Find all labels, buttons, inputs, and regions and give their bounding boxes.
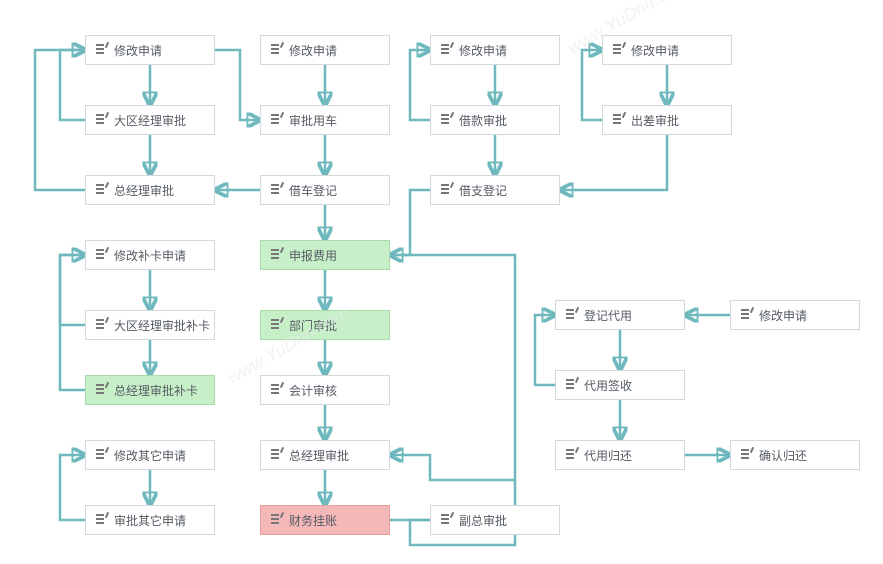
- form-icon: [271, 249, 283, 261]
- node-label: 大区经理审批补卡: [114, 317, 210, 334]
- form-icon: [441, 514, 453, 526]
- form-icon: [96, 319, 108, 331]
- node-label: 代用归还: [584, 447, 632, 464]
- node-n_g1[interactable]: 申报费用: [260, 240, 390, 270]
- node-n_b2[interactable]: 审批用车: [260, 105, 390, 135]
- node-n_g5[interactable]: 财务挂账: [260, 505, 390, 535]
- form-icon: [271, 184, 283, 196]
- node-n_h3[interactable]: 代用归还: [555, 440, 685, 470]
- form-icon: [613, 44, 625, 56]
- edge: [560, 135, 667, 190]
- node-n_b1[interactable]: 修改申请: [260, 35, 390, 65]
- node-label: 借款审批: [459, 112, 507, 129]
- node-label: 确认归还: [759, 447, 807, 464]
- node-label: 总经理审批补卡: [114, 382, 198, 399]
- node-n_h4[interactable]: 确认归还: [730, 440, 860, 470]
- node-label: 副总审批: [459, 512, 507, 529]
- node-label: 借车登记: [289, 182, 337, 199]
- node-label: 代用签收: [584, 377, 632, 394]
- node-label: 申报费用: [289, 247, 337, 264]
- node-label: 审批用车: [289, 112, 337, 129]
- edge: [535, 315, 555, 385]
- node-n_e3[interactable]: 总经理审批补卡: [85, 375, 215, 405]
- form-icon: [96, 249, 108, 261]
- node-n_h2[interactable]: 代用签收: [555, 370, 685, 400]
- node-label: 总经理审批: [114, 182, 174, 199]
- node-n_e2[interactable]: 大区经理审批补卡: [85, 310, 215, 340]
- node-n_g6[interactable]: 副总审批: [430, 505, 560, 535]
- node-n_g4[interactable]: 总经理审批: [260, 440, 390, 470]
- node-label: 修改其它申请: [114, 447, 186, 464]
- form-icon: [271, 114, 283, 126]
- form-icon: [741, 309, 753, 321]
- edge: [35, 50, 85, 190]
- form-icon: [271, 384, 283, 396]
- node-n_f2[interactable]: 审批其它申请: [85, 505, 215, 535]
- form-icon: [96, 449, 108, 461]
- edge: [582, 50, 602, 120]
- form-icon: [566, 309, 578, 321]
- node-label: 部门审批: [289, 317, 337, 334]
- edge: [60, 455, 85, 520]
- node-n_a2[interactable]: 大区经理审批: [85, 105, 215, 135]
- form-icon: [271, 514, 283, 526]
- form-icon: [741, 449, 753, 461]
- node-label: 登记代用: [584, 307, 632, 324]
- node-n_h1[interactable]: 登记代用: [555, 300, 685, 330]
- form-icon: [566, 379, 578, 391]
- node-label: 修改补卡申请: [114, 247, 186, 264]
- edge: [215, 50, 260, 120]
- node-label: 修改申请: [759, 307, 807, 324]
- node-n_d2[interactable]: 出差审批: [602, 105, 732, 135]
- node-label: 修改申请: [114, 42, 162, 59]
- node-n_g2[interactable]: 部门审批: [260, 310, 390, 340]
- node-label: 会计审核: [289, 382, 337, 399]
- form-icon: [96, 384, 108, 396]
- node-label: 审批其它申请: [114, 512, 186, 529]
- form-icon: [441, 184, 453, 196]
- form-icon: [613, 114, 625, 126]
- edge: [60, 50, 85, 120]
- node-n_f1[interactable]: 修改其它申请: [85, 440, 215, 470]
- node-label: 修改申请: [289, 42, 337, 59]
- node-n_d1[interactable]: 修改申请: [602, 35, 732, 65]
- node-n_h0[interactable]: 修改申请: [730, 300, 860, 330]
- node-label: 总经理审批: [289, 447, 349, 464]
- form-icon: [441, 44, 453, 56]
- node-label: 修改申请: [459, 42, 507, 59]
- node-label: 大区经理审批: [114, 112, 186, 129]
- node-n_a3[interactable]: 总经理审批: [85, 175, 215, 205]
- edge: [390, 190, 430, 255]
- edge: [410, 50, 430, 120]
- edges-layer: [0, 0, 883, 564]
- edge: [390, 255, 515, 480]
- node-label: 借支登记: [459, 182, 507, 199]
- edge: [60, 255, 85, 390]
- node-n_c3[interactable]: 借支登记: [430, 175, 560, 205]
- form-icon: [96, 514, 108, 526]
- form-icon: [96, 184, 108, 196]
- edge: [60, 255, 85, 325]
- form-icon: [96, 44, 108, 56]
- node-n_e1[interactable]: 修改补卡申请: [85, 240, 215, 270]
- node-label: 财务挂账: [289, 512, 337, 529]
- node-n_b3[interactable]: 借车登记: [260, 175, 390, 205]
- node-label: 修改申请: [631, 42, 679, 59]
- form-icon: [271, 44, 283, 56]
- form-icon: [271, 319, 283, 331]
- form-icon: [441, 114, 453, 126]
- node-n_a1[interactable]: 修改申请: [85, 35, 215, 65]
- form-icon: [566, 449, 578, 461]
- node-n_g3[interactable]: 会计审核: [260, 375, 390, 405]
- node-label: 出差审批: [631, 112, 679, 129]
- form-icon: [96, 114, 108, 126]
- node-n_c2[interactable]: 借款审批: [430, 105, 560, 135]
- node-n_c1[interactable]: 修改申请: [430, 35, 560, 65]
- form-icon: [271, 449, 283, 461]
